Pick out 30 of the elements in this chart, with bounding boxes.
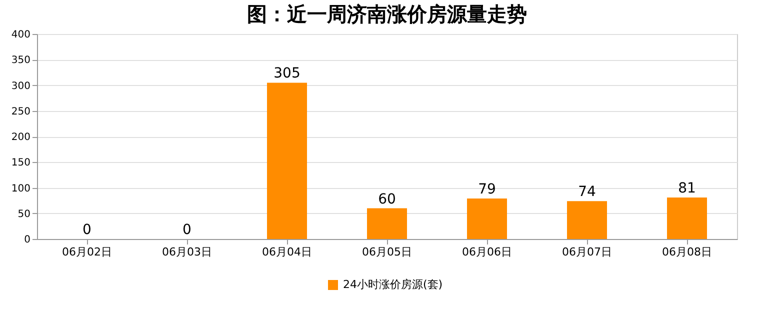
data-label: 79 (478, 182, 496, 198)
legend-label: 24小时涨价房源(套) (343, 278, 443, 291)
bar (467, 198, 507, 239)
bar (567, 201, 607, 239)
bar (267, 82, 307, 239)
y-tick-label: 150 (11, 158, 30, 169)
data-label: 0 (182, 222, 192, 238)
y-tick-label: 0 (24, 234, 30, 246)
y-tick-label: 400 (11, 30, 30, 40)
x-tick-label: 06月07日 (562, 246, 612, 258)
y-tick-label: 200 (11, 132, 30, 143)
x-tick-label: 06月02日 (62, 246, 112, 258)
x-tick-label: 06月05日 (362, 246, 412, 258)
bar (667, 197, 707, 239)
y-tick-label: 100 (11, 183, 30, 194)
data-label: 0 (82, 222, 92, 238)
x-tick-label: 06月06日 (462, 246, 512, 258)
y-tick-label: 350 (11, 55, 30, 66)
data-label: 305 (274, 66, 300, 82)
x-tick-label: 06月03日 (162, 246, 212, 258)
x-tick-label: 06月04日 (262, 246, 312, 258)
data-label: 60 (378, 191, 396, 208)
y-tick-label: 50 (18, 208, 30, 220)
data-label: 74 (578, 184, 596, 200)
y-tick-label: 250 (11, 106, 30, 118)
chart-title: 图：近一周济南涨价房源量走势 (247, 2, 527, 26)
data-label: 81 (678, 180, 696, 196)
x-tick-label: 06月08日 (662, 246, 712, 258)
bar (367, 208, 407, 239)
y-tick-label: 300 (11, 80, 30, 92)
